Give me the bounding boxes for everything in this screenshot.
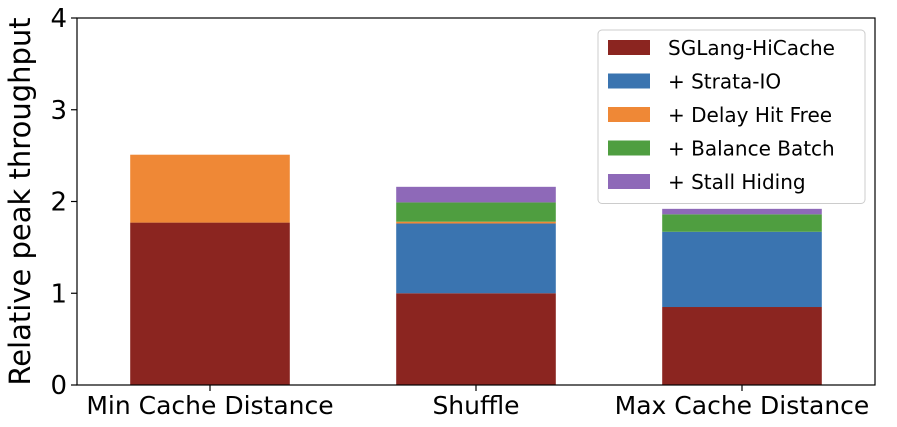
- legend: SGLang-HiCache + Strata-IO + Delay Hit Fre…: [597, 29, 866, 204]
- bar-group: [130, 154, 822, 385]
- y-tick-label: 3: [50, 96, 67, 126]
- legend-swatch: [608, 140, 650, 156]
- x-tick-label: Max Cache Distance: [615, 391, 870, 420]
- x-tick-label: Shuffle: [432, 391, 519, 420]
- legend-swatch: [608, 40, 650, 55]
- y-tick-label: 4: [50, 4, 67, 34]
- bar-2-series-4: [662, 208, 822, 215]
- legend-label: + Stall Hiding: [668, 170, 806, 194]
- bar-1-series-4: [396, 186, 556, 203]
- legend-box: [597, 29, 866, 204]
- y-tick-label: 0: [50, 371, 67, 401]
- bar-2-series-3: [662, 214, 822, 232]
- bar-1-series-0: [396, 293, 556, 385]
- bar-1-series-3: [396, 202, 556, 222]
- bar-0-series-0: [130, 222, 290, 385]
- legend-label: + Delay Hit Free: [668, 103, 832, 127]
- x-tick-label: Min Cache Distance: [86, 391, 333, 420]
- legend-swatch: [608, 107, 650, 122]
- y-tick-label: 2: [50, 188, 67, 218]
- legend-label: + Balance Batch: [668, 137, 835, 161]
- y-axis-title: Relative peak throughput: [3, 17, 37, 385]
- bar-2-series-0: [662, 307, 822, 385]
- legend-swatch: [608, 174, 650, 189]
- bar-0-series-2: [130, 154, 290, 223]
- legend-swatch: [608, 73, 650, 89]
- bar-1-series-2: [396, 221, 556, 224]
- legend-label: + Strata-IO: [668, 70, 781, 94]
- y-tick-label: 1: [50, 279, 67, 309]
- bar-2-series-1: [662, 231, 822, 308]
- axes: 0 1 2 3 4 Min Cache Distance Shuffle Max Cache …: [50, 4, 876, 420]
- bar-1-series-1: [396, 223, 556, 294]
- legend-label: SGLang-HiCache: [668, 36, 835, 60]
